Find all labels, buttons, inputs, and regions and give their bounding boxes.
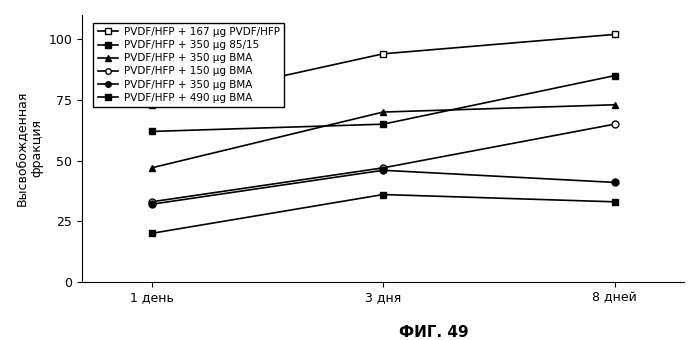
Text: ФИГ. 49: ФИГ. 49	[398, 325, 468, 340]
Legend: PVDF/HFP + 167 µg PVDF/HFP, PVDF/HFP + 350 µg 85/15, PVDF/HFP + 350 µg BMA, PVDF: PVDF/HFP + 167 µg PVDF/HFP, PVDF/HFP + 3…	[94, 23, 284, 107]
Y-axis label: Высвобожденная
фракция: Высвобожденная фракция	[15, 91, 43, 206]
